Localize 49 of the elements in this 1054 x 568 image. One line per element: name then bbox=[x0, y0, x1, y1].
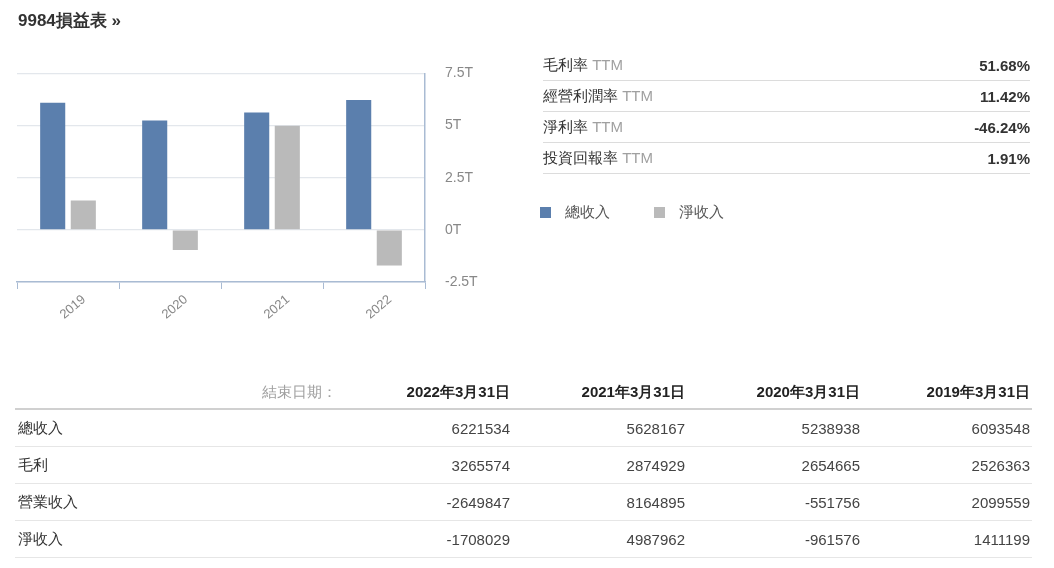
y-tick-label: -2.5T bbox=[445, 272, 479, 289]
legend-label: 總收入 bbox=[565, 203, 610, 222]
data-label: -1708029 bbox=[445, 530, 511, 548]
text: 淨收入 bbox=[17, 529, 64, 549]
y-tick-label: 0T bbox=[445, 220, 462, 237]
text: 1.91% bbox=[987, 149, 1030, 167]
data-label: 2526363 bbox=[970, 456, 1031, 474]
data-label: -961576 bbox=[803, 530, 861, 548]
y-tick-label: 5T bbox=[445, 116, 462, 133]
bar bbox=[172, 230, 198, 250]
text: 11.42% bbox=[979, 87, 1030, 105]
category-label: 2021年3月31日 bbox=[580, 383, 686, 402]
category-label: 毛利率 TTM bbox=[543, 55, 623, 75]
bar bbox=[142, 120, 168, 230]
bar bbox=[376, 230, 402, 266]
text: 毛利 bbox=[17, 455, 49, 475]
data-label: 2654665 bbox=[800, 456, 861, 474]
category-label: 投資回報率 TTM bbox=[543, 148, 653, 168]
bar bbox=[274, 125, 300, 230]
data-label: 6093548 bbox=[970, 419, 1031, 437]
data-label: -551756 bbox=[803, 493, 861, 511]
category-label: 2020年3月31日 bbox=[755, 383, 861, 402]
chart-title: 9984損益表 » bbox=[18, 10, 121, 32]
bar bbox=[40, 102, 66, 230]
data-label: 4987962 bbox=[625, 530, 686, 548]
bar bbox=[244, 112, 270, 230]
legend-label: 淨收入 bbox=[679, 203, 724, 222]
data-label: 5238938 bbox=[800, 419, 861, 437]
category-label: 2022年3月31日 bbox=[405, 383, 511, 402]
data-label: 1411199 bbox=[972, 530, 1031, 548]
data-label: 6221534 bbox=[450, 419, 511, 437]
text: 結束日期： bbox=[261, 383, 338, 402]
bar bbox=[346, 100, 372, 230]
text: 營業收入 bbox=[17, 492, 79, 512]
text: 51.68% bbox=[979, 56, 1030, 74]
category-label: 淨利率 TTM bbox=[543, 117, 623, 137]
data-label: 2874929 bbox=[625, 456, 686, 474]
bar bbox=[70, 200, 96, 230]
text: 總收入 bbox=[17, 418, 64, 438]
data-label: 2099559 bbox=[970, 493, 1031, 511]
category-label: 2019年3月31日 bbox=[925, 383, 1031, 402]
data-label: 3265574 bbox=[450, 456, 511, 474]
data-label: 5628167 bbox=[625, 419, 686, 437]
data-label: 8164895 bbox=[625, 493, 686, 511]
y-tick-label: 2.5T bbox=[445, 168, 474, 185]
category-label: 經營利潤率 TTM bbox=[543, 86, 653, 106]
y-tick-label: 7.5T bbox=[445, 64, 474, 81]
text: -46.24% bbox=[974, 118, 1030, 136]
data-label: -2649847 bbox=[445, 493, 511, 511]
